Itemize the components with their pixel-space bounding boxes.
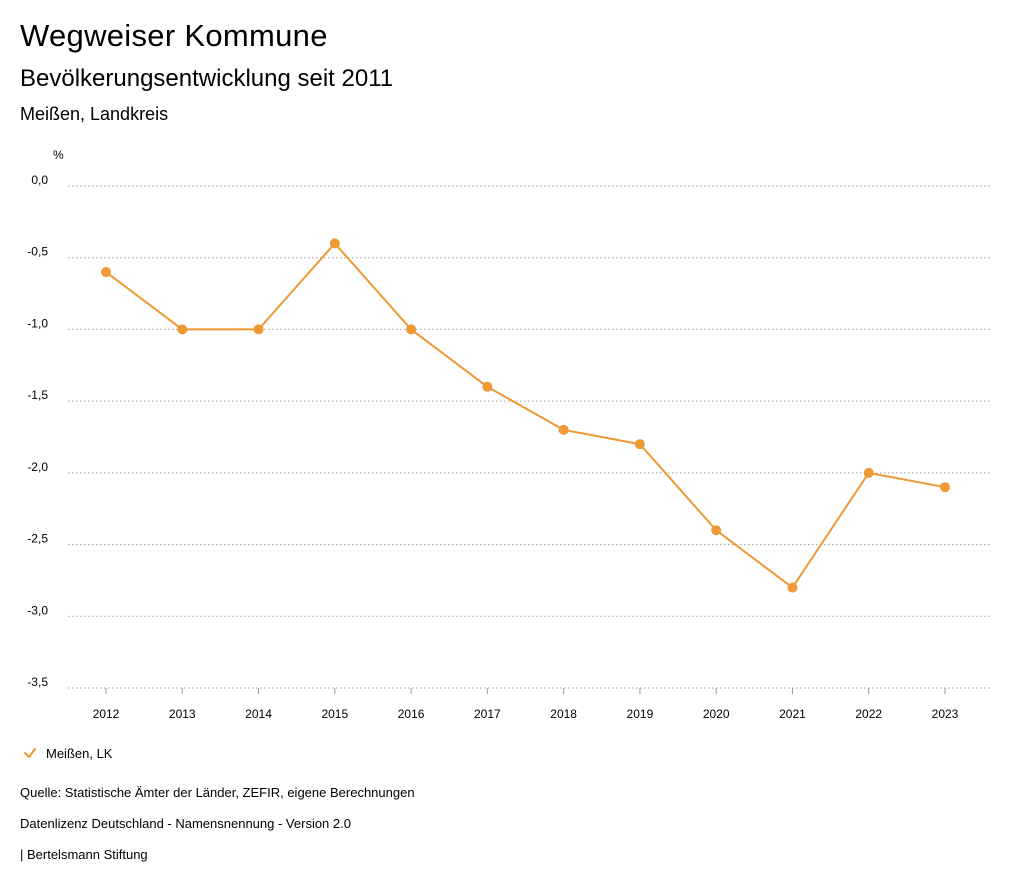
data-point xyxy=(482,381,493,392)
y-tick-label: -2,0 xyxy=(27,460,48,474)
x-tick-label: 2023 xyxy=(932,707,959,721)
x-axis-ticks: 2012 2013 2014 2015 2016 2017 2018 2019 2020 2021… xyxy=(93,688,959,721)
data-point xyxy=(787,582,798,593)
data-point xyxy=(558,424,569,435)
chart-subtitle: Bevölkerungsentwicklung seit 2011 xyxy=(20,65,394,92)
y-tick-label: 0,0 xyxy=(31,173,48,187)
x-tick-label: 2022 xyxy=(855,707,882,721)
x-tick-label: 2020 xyxy=(703,707,730,721)
x-tick-label: 2013 xyxy=(169,707,196,721)
y-axis-unit-label: % xyxy=(53,148,64,162)
y-axis-ticks: 0,0 -0,5 -1,0 -1,5 -2,0 -2,5 -3,0 -3,5 xyxy=(27,173,48,689)
publisher-note: | Bertelsmann Stiftung xyxy=(20,847,148,862)
x-tick-label: 2021 xyxy=(779,707,806,721)
y-tick-label: -0,5 xyxy=(27,245,48,259)
y-tick-label: -1,5 xyxy=(27,388,48,402)
data-point xyxy=(101,267,111,278)
y-tick-label: -3,0 xyxy=(27,603,48,617)
x-tick-label: 2017 xyxy=(474,707,501,721)
data-point xyxy=(177,324,188,335)
data-point xyxy=(634,439,645,450)
y-tick-label: -1,0 xyxy=(27,316,48,330)
region-label: Meißen, Landkreis xyxy=(20,104,169,124)
data-point xyxy=(329,238,340,249)
x-tick-label: 2019 xyxy=(627,707,654,721)
series-group xyxy=(101,238,950,593)
data-point xyxy=(253,324,264,335)
page-title: Wegweiser Kommune xyxy=(20,18,328,53)
grid-lines xyxy=(68,185,990,689)
source-note: Quelle: Statistische Ämter der Länder, Z… xyxy=(20,785,415,800)
check-icon xyxy=(24,748,36,758)
legend[interactable]: Meißen, LK xyxy=(22,745,112,761)
x-tick-label: 2012 xyxy=(93,707,120,721)
license-note: Datenlizenz Deutschland - Namensnennung … xyxy=(20,816,351,831)
data-point xyxy=(406,324,417,335)
y-tick-label: -2,5 xyxy=(27,532,48,546)
data-point xyxy=(711,525,722,536)
x-tick-label: 2018 xyxy=(550,707,577,721)
data-point xyxy=(863,467,874,478)
x-tick-label: 2014 xyxy=(245,707,272,721)
legend-label: Meißen, LK xyxy=(46,745,113,761)
y-tick-label: -3,5 xyxy=(27,675,48,689)
data-point xyxy=(940,482,950,493)
series-line xyxy=(105,242,946,589)
x-tick-label: 2015 xyxy=(321,707,348,721)
line-chart: % 0,0-0,5-1,0-1,5-2,0-2,5-3,0-3,5 2012 20… xyxy=(27,148,990,721)
x-tick-label: 2016 xyxy=(398,707,425,721)
